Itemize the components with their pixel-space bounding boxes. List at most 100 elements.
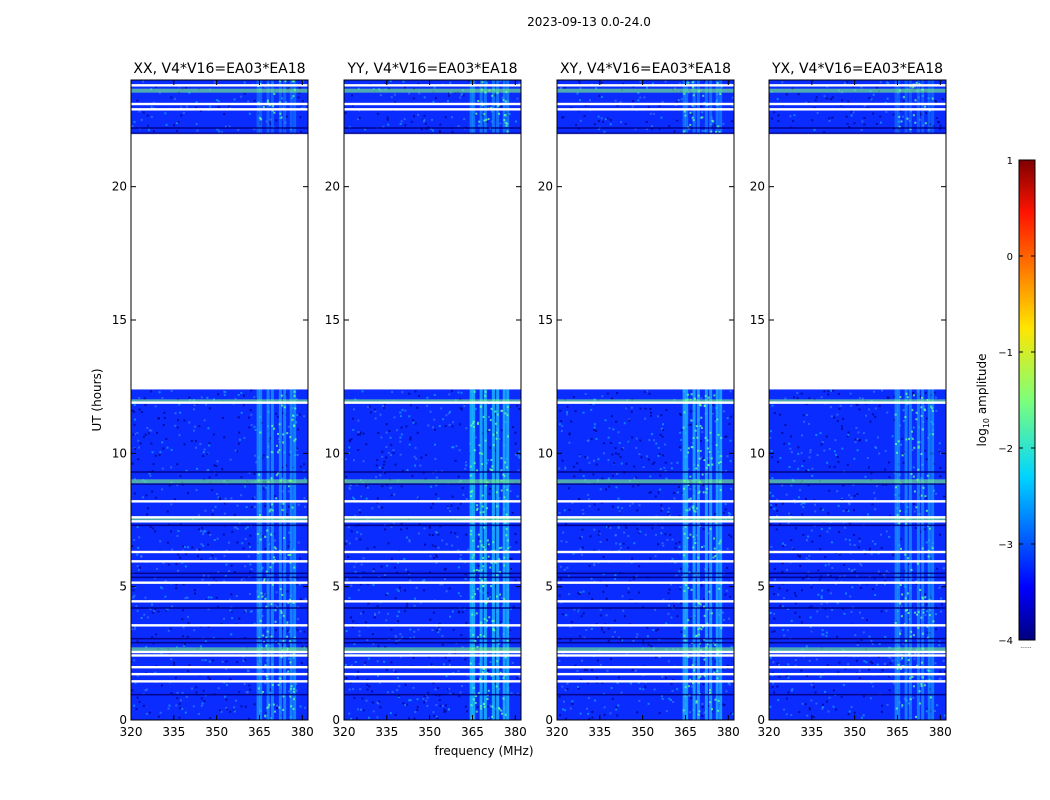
panel-1: YY, V4*V16=EA03*EA18 0 5 10 15 20 320 335 350 365… — [325, 61, 527, 739]
dark-row — [557, 132, 734, 135]
flagged-row — [769, 401, 946, 404]
flagged-row — [344, 581, 521, 584]
x-tick-label: 320 — [758, 725, 781, 739]
x-tick-label: 365 — [461, 725, 484, 739]
bright-row — [557, 399, 734, 404]
panel-title: YY, V4*V16=EA03*EA18 — [346, 61, 517, 77]
flagged-row — [344, 624, 521, 627]
bright-row — [131, 647, 308, 652]
data-region-lower — [557, 389, 734, 720]
panel-0: XX, V4*V16=EA03*EA18 0 5 10 15 20 320 335 350 365… — [112, 61, 314, 739]
x-axis-label: frequency (MHz) — [434, 744, 533, 758]
y-tick-label: 0 — [332, 713, 340, 727]
panel-title: XX, V4*V16=EA03*EA18 — [133, 61, 305, 77]
colorbar-tick-label: −1 — [998, 348, 1013, 359]
bright-row — [769, 517, 946, 522]
dark-row — [131, 637, 308, 640]
dark-row — [769, 607, 946, 609]
colorbar-tick-label: 0 — [1007, 252, 1013, 263]
flagged-row — [769, 666, 946, 669]
heatmap-panels: XX, V4*V16=EA03*EA18 0 5 10 15 20 320 335 350 365… — [112, 61, 952, 739]
flagged-row — [344, 102, 521, 106]
x-tick-label: 380 — [504, 725, 527, 739]
bright-row — [344, 479, 521, 484]
flagged-row — [769, 560, 946, 563]
flagged-row — [557, 600, 734, 603]
dark-row — [557, 483, 734, 485]
flagged-row — [557, 108, 734, 111]
dark-row — [131, 572, 308, 575]
colorbar-tick-label: −4 — [998, 636, 1013, 647]
bright-row — [557, 88, 734, 93]
bright-row — [131, 399, 308, 404]
bright-row — [344, 517, 521, 522]
flagged-row — [769, 654, 946, 657]
dark-row — [131, 471, 308, 473]
colorbar-label-base: log — [975, 428, 989, 446]
y-tick-label: 10 — [538, 446, 553, 460]
no-data-gap — [131, 133, 308, 390]
y-tick-label: 10 — [325, 446, 340, 460]
flagged-row — [131, 680, 308, 683]
x-tick-label: 365 — [674, 725, 697, 739]
dark-row — [769, 127, 946, 129]
dark-row — [131, 483, 308, 485]
dark-row — [131, 641, 308, 644]
no-data-gap — [769, 133, 946, 390]
bright-row — [557, 479, 734, 484]
flagged-row — [344, 108, 521, 111]
flagged-row — [131, 500, 308, 503]
flagged-row — [344, 666, 521, 669]
x-tick-label: 380 — [291, 725, 314, 739]
x-tick-label: 350 — [843, 725, 866, 739]
flagged-row — [131, 84, 308, 87]
flagged-row — [131, 650, 308, 654]
colorbar-tick-label: 1 — [1007, 156, 1013, 167]
flagged-row — [557, 102, 734, 106]
flagged-row — [557, 520, 734, 523]
flagged-row — [131, 624, 308, 627]
flagged-row — [557, 624, 734, 627]
x-tick-label: 335 — [162, 725, 185, 739]
rfi-band — [894, 80, 935, 720]
x-tick-label: 320 — [546, 725, 569, 739]
y-axis-label: UT (hours) — [90, 368, 104, 431]
colorbar-tick-label: −3 — [998, 540, 1013, 551]
dark-row — [344, 524, 521, 527]
flagged-row — [557, 550, 734, 554]
colorbar-extra-mark: ...... — [1020, 643, 1032, 650]
flagged-row — [557, 560, 734, 563]
flagged-row — [344, 654, 521, 657]
dark-row — [557, 641, 734, 644]
panel-frame — [768, 79, 947, 721]
flagged-row — [131, 581, 308, 584]
flagged-row — [131, 550, 308, 554]
flagged-row — [557, 680, 734, 683]
flagged-row — [769, 550, 946, 554]
dark-row — [344, 471, 521, 473]
x-tick-label: 350 — [631, 725, 654, 739]
x-tick-label: 380 — [717, 725, 740, 739]
figure-title: 2023-09-13 0.0-24.0 — [527, 15, 651, 29]
y-tick-label: 5 — [332, 580, 340, 594]
rfi-band — [682, 80, 723, 720]
flagged-row — [131, 666, 308, 669]
bright-row — [131, 479, 308, 484]
y-tick-label: 20 — [325, 180, 340, 194]
flagged-row — [557, 672, 734, 676]
flagged-row — [557, 516, 734, 519]
x-tick-label: 335 — [800, 725, 823, 739]
y-tick-label: 15 — [750, 313, 765, 327]
flagged-row — [344, 650, 521, 654]
flagged-row — [769, 680, 946, 683]
flagged-row — [769, 672, 946, 676]
flagged-row — [344, 84, 521, 87]
flagged-row — [557, 401, 734, 404]
flagged-row — [131, 672, 308, 676]
y-tick-label: 15 — [112, 313, 127, 327]
noise-speckle — [557, 80, 734, 720]
colorbar-gradient — [1018, 159, 1036, 641]
x-tick-label: 380 — [929, 725, 952, 739]
y-tick-label: 20 — [112, 180, 127, 194]
